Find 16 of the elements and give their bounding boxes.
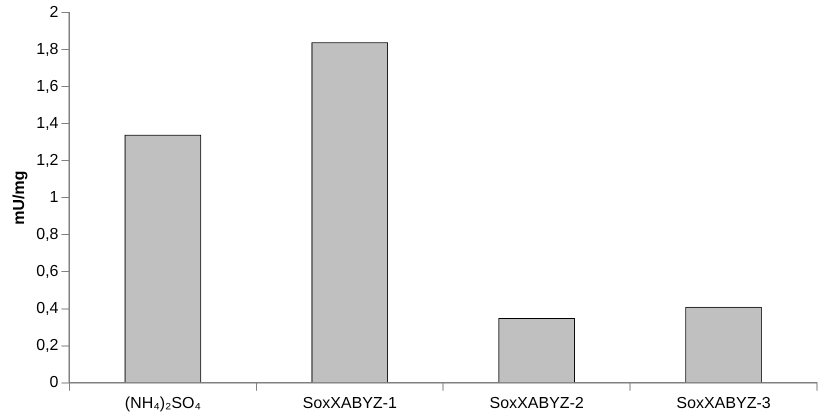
y-tick-label: 2 — [50, 4, 59, 22]
y-tick-label: 1,8 — [36, 41, 59, 58]
x-tick-label: SoxXABYZ-1 — [302, 394, 398, 412]
y-tick-label: 1,4 — [36, 115, 59, 132]
x-tick-label: SoxXABYZ-3 — [676, 394, 771, 412]
y-axis-title: mU/mg — [11, 170, 28, 225]
y-tick-label: 1 — [50, 189, 59, 206]
y-tick-label: 1,6 — [36, 78, 59, 96]
y-tick-label: 0 — [50, 374, 59, 392]
x-tick-label: SoxXABYZ-2 — [490, 394, 584, 412]
y-tick-label: 0,4 — [36, 300, 59, 318]
y-tick-label: 1,2 — [36, 152, 59, 170]
y-tick-label: 0,8 — [36, 226, 59, 244]
y-tick-label: 0,2 — [36, 337, 59, 354]
x-tick-label: (NH₄)₂SO₄ — [124, 394, 201, 412]
y-tick-label: 0,6 — [36, 263, 59, 280]
